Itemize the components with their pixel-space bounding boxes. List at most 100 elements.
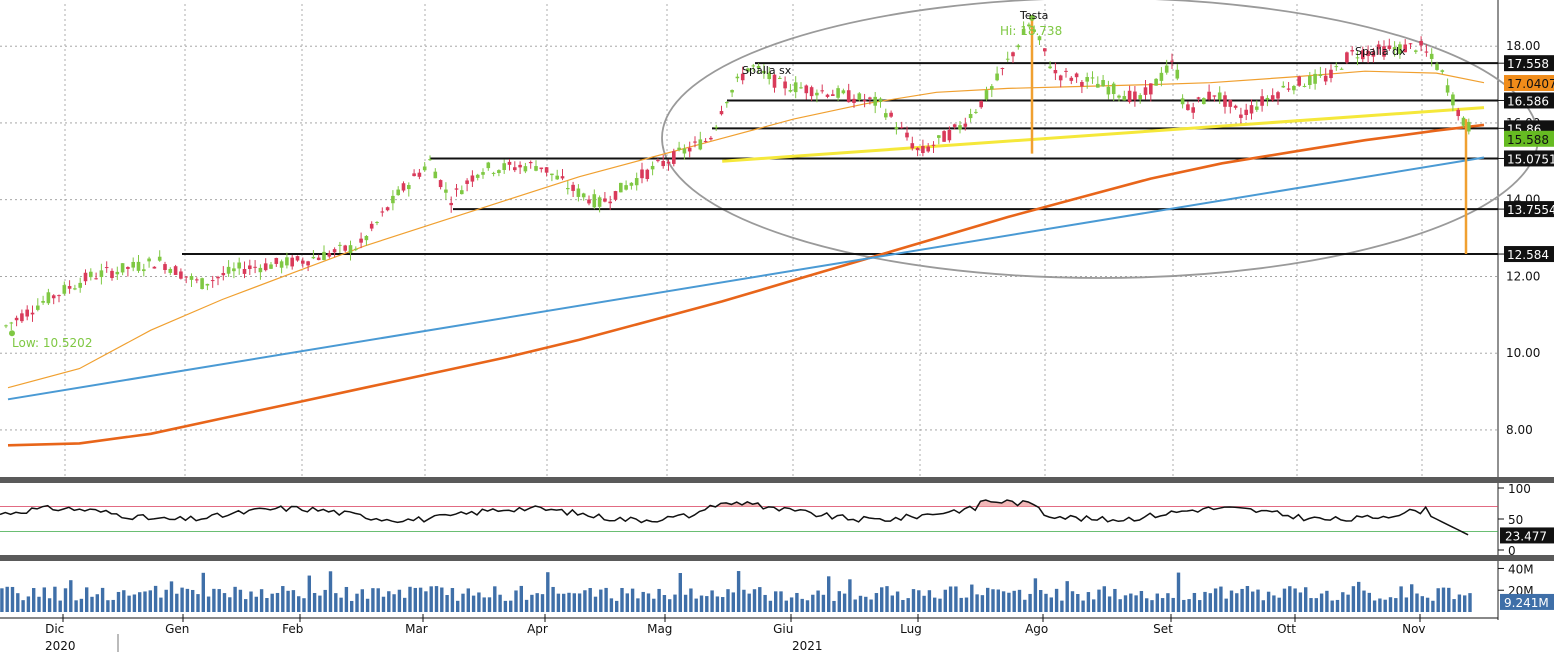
volume-bar: [885, 586, 889, 612]
annotation-low: Low: 10.5202: [12, 336, 92, 350]
volume-bar: [1415, 593, 1419, 612]
volume-bar: [630, 588, 635, 612]
volume-bar: [524, 599, 529, 612]
candle-body: [221, 273, 226, 276]
candle-body: [1133, 91, 1137, 100]
candle-body: [136, 261, 141, 271]
volume-bar: [583, 590, 587, 612]
candle-body: [1408, 43, 1413, 45]
candle-body: [772, 74, 777, 88]
volume-bar: [800, 598, 804, 612]
volume-bar: [47, 598, 52, 612]
volume-bar: [683, 594, 688, 612]
candle-body: [1069, 77, 1074, 81]
volume-bar: [970, 584, 974, 612]
candle-body: [1159, 72, 1164, 81]
volume-bar: [164, 589, 168, 612]
volume-bar: [228, 597, 232, 612]
candle-body: [486, 162, 491, 169]
volume-bar: [1187, 599, 1191, 612]
candle-body: [550, 173, 554, 176]
volume-bar: [768, 600, 773, 612]
candle-body: [89, 271, 93, 278]
candle-body: [894, 126, 899, 130]
candle-body: [1011, 52, 1015, 57]
panel-separator: [0, 477, 1554, 483]
candle-body: [629, 182, 634, 186]
candle-body: [449, 202, 453, 206]
volume-bar: [1288, 586, 1292, 612]
candle-body: [746, 68, 750, 72]
volume-bar: [604, 587, 608, 612]
candle-body: [1000, 68, 1005, 70]
volume-bar: [185, 588, 190, 612]
candle-body: [385, 207, 390, 211]
candle-body: [78, 282, 82, 288]
candle-body: [1467, 121, 1471, 132]
volume-bar: [837, 591, 841, 612]
volume-bar: [933, 597, 937, 612]
volume-bar: [132, 594, 137, 612]
volume-bar: [196, 594, 200, 612]
volume-tick-label: 40M: [1508, 562, 1534, 576]
volume-bar: [1388, 597, 1393, 612]
candle-body: [1313, 73, 1317, 84]
rsi-value-label: 23.477: [1505, 529, 1547, 543]
candle-body: [1196, 97, 1201, 99]
candle-body: [846, 90, 851, 103]
volume-bar: [996, 589, 1000, 612]
candle-body: [1223, 95, 1227, 107]
candle-body: [767, 72, 771, 80]
volume-bar: [694, 598, 698, 612]
volume-bar: [371, 588, 375, 612]
candle-body: [62, 285, 67, 294]
volume-bar: [673, 594, 677, 612]
volume-bar: [1224, 598, 1228, 612]
volume-bar: [917, 590, 921, 612]
volume-bar: [143, 591, 147, 612]
candle-body: [1329, 69, 1333, 79]
candle-body: [279, 261, 284, 268]
volume-bar: [85, 587, 89, 612]
candle-body: [942, 131, 946, 142]
volume-bar: [848, 579, 852, 612]
candle-body: [730, 89, 734, 93]
volume-bar: [1113, 588, 1117, 612]
volume-bar: [758, 587, 762, 612]
volume-bar: [662, 595, 667, 612]
volume-bar: [318, 595, 322, 612]
candle-body: [126, 266, 130, 269]
volume-bar: [519, 585, 523, 612]
volume-bar: [599, 589, 603, 612]
candle-body: [1143, 87, 1148, 95]
volume-bar: [434, 586, 439, 612]
candle-body: [592, 194, 597, 208]
candle-body: [348, 245, 353, 254]
candle-body: [735, 76, 740, 79]
candle-body: [115, 271, 120, 275]
candle-body: [544, 167, 549, 173]
candle-body: [407, 185, 411, 190]
volume-bar: [827, 576, 831, 612]
volume-bar: [440, 587, 444, 612]
candle-body: [1318, 74, 1323, 76]
volume-bar: [1219, 586, 1223, 612]
candle-body: [285, 257, 289, 266]
candle-body: [804, 85, 809, 94]
volume-bar: [79, 598, 84, 612]
y-tick-label: 18.00: [1506, 39, 1540, 53]
volume-bar: [880, 587, 884, 612]
candle-body: [1249, 105, 1254, 114]
volume-bar: [477, 592, 481, 612]
x-tick-label-month: Nov: [1402, 622, 1425, 636]
x-tick-label-month: Gen: [165, 622, 189, 636]
volume-bar: [842, 593, 847, 612]
candle-body: [184, 276, 188, 278]
candle-body: [528, 162, 533, 164]
volume-bar: [620, 587, 624, 612]
candle-body: [1005, 58, 1010, 60]
candle-body: [889, 112, 893, 117]
candle-body: [1186, 104, 1190, 111]
volume-bar: [1070, 591, 1075, 612]
volume-bar: [1118, 599, 1122, 612]
